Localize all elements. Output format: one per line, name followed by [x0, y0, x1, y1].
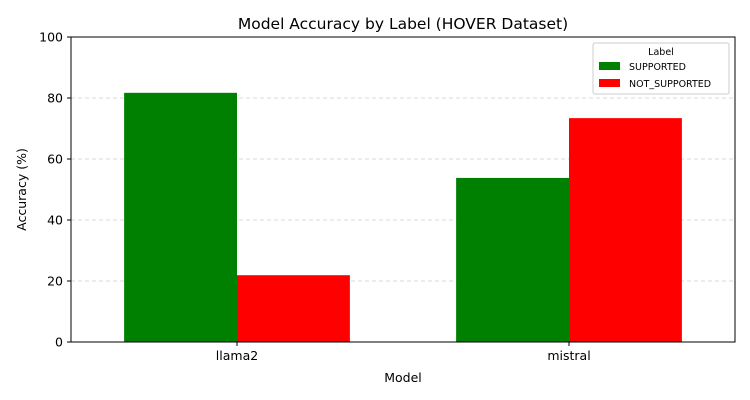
y-tick-label: 20: [47, 274, 63, 289]
y-tick-label: 100: [39, 30, 63, 45]
legend-label: SUPPORTED: [629, 62, 686, 73]
bar-supported-llama2: [124, 92, 237, 342]
bars: [124, 92, 682, 342]
legend-label: NOT_SUPPORTED: [629, 79, 711, 90]
y-tick-label: 60: [47, 152, 63, 167]
x-tick-label: llama2: [216, 348, 258, 363]
legend-box: [592, 42, 730, 95]
legend-swatch: [599, 62, 620, 70]
y-tick-label: 40: [47, 213, 63, 228]
legend-title: Label: [648, 47, 674, 58]
chart-title: Model Accuracy by Label (HOVER Dataset): [238, 15, 568, 33]
y-axis-ticks: 0 20 40 60 80 100: [39, 30, 71, 350]
legend-entries: SUPPORTED NOT_SUPPORTED: [599, 62, 711, 90]
x-axis-ticks: llama2 mistral: [216, 342, 591, 363]
bar-supported-mistral: [456, 177, 569, 342]
legend-swatch: [599, 79, 620, 87]
plot-frame: [70, 36, 736, 343]
legend: Label SUPPORTED NOT_SUPPORTED: [592, 42, 730, 95]
x-tick-label: mistral: [547, 348, 590, 363]
bar-not-supported-mistral: [569, 118, 682, 342]
bar-not-supported-llama2: [237, 275, 350, 342]
y-tick-label: 80: [47, 91, 63, 106]
x-axis-label: Model: [384, 370, 422, 385]
y-axis-label: Accuracy (%): [14, 148, 29, 231]
y-tick-label: 0: [55, 335, 63, 350]
